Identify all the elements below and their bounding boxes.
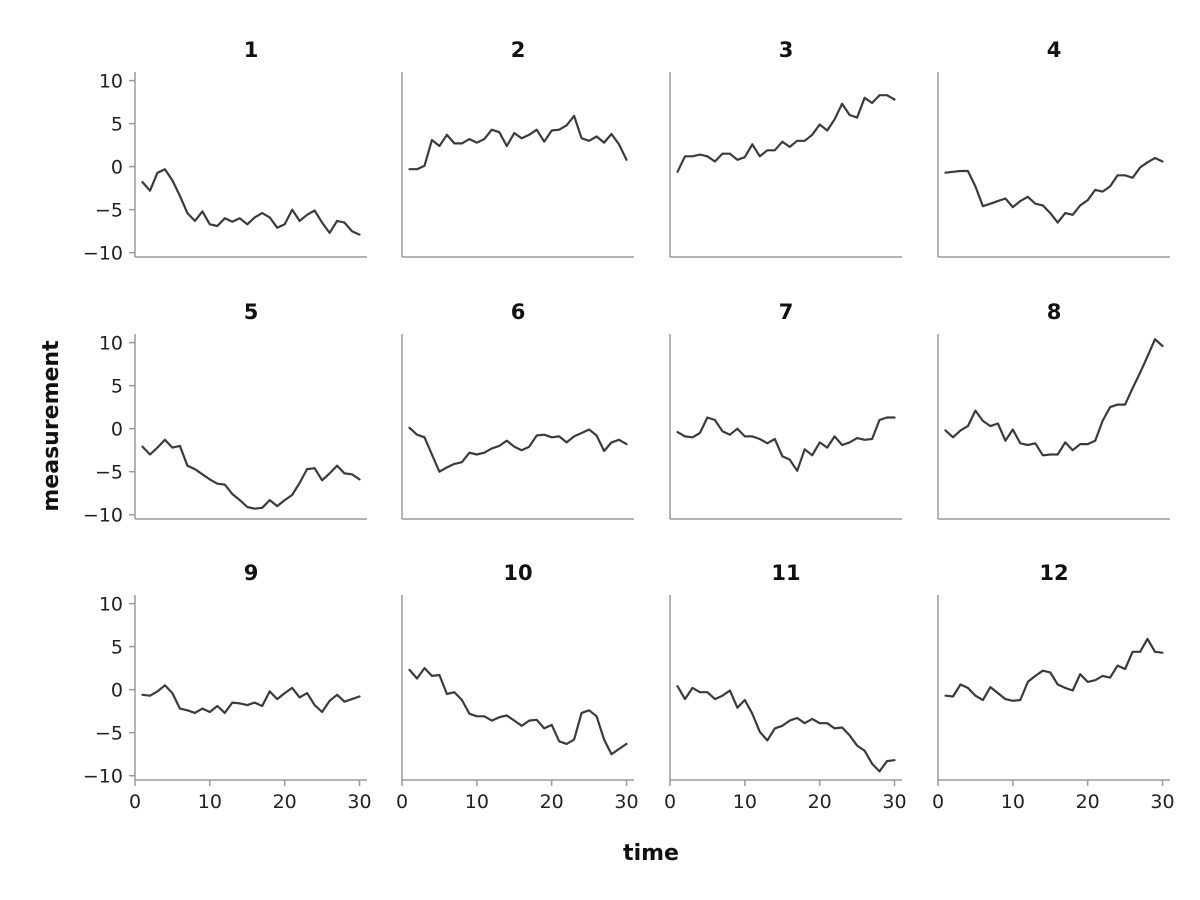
panel-title: 1 xyxy=(244,38,259,62)
series-line xyxy=(676,685,896,773)
y-tick-label: 5 xyxy=(111,376,123,398)
panel-title: 10 xyxy=(503,561,532,585)
x-tick-label: 20 xyxy=(273,791,297,813)
series-line xyxy=(141,438,361,510)
x-tick-label: 10 xyxy=(733,791,757,813)
x-tick-label: 0 xyxy=(129,791,141,813)
facet-panel-2: 2 xyxy=(401,38,634,258)
series-line xyxy=(141,684,361,715)
panel-title: 2 xyxy=(511,38,526,62)
facet-panel-1: 1 −10 −5 0 5 10 xyxy=(83,38,367,265)
series-line xyxy=(676,416,896,472)
series-line xyxy=(944,338,1164,457)
series-line xyxy=(408,114,628,171)
panel-title: 9 xyxy=(244,561,259,585)
x-tick-label: 20 xyxy=(808,791,832,813)
y-tick-label: 0 xyxy=(111,157,123,179)
facet-panel-9: 9 −10 −5 0 5 10 0 10 20 30 xyxy=(83,561,372,813)
y-tick-label: −10 xyxy=(83,766,123,788)
y-tick-label: −5 xyxy=(95,200,123,222)
panel-title: 5 xyxy=(244,300,259,324)
facet-panel-8: 8 xyxy=(937,300,1170,520)
y-tick-label: 10 xyxy=(99,71,123,93)
x-tick-label: 10 xyxy=(465,791,489,813)
panel-title: 6 xyxy=(511,300,526,324)
facet-panel-7: 7 xyxy=(669,300,902,520)
facet-panel-5: 5 −10 −5 0 5 10 xyxy=(83,300,367,527)
y-tick-label: 5 xyxy=(111,637,123,659)
y-tick-label: 10 xyxy=(99,594,123,616)
panel-title: 4 xyxy=(1047,38,1062,62)
panel-title: 3 xyxy=(779,38,794,62)
series-line xyxy=(676,94,896,173)
series-line xyxy=(408,426,628,473)
series-line xyxy=(408,666,628,756)
x-tick-label: 30 xyxy=(347,791,371,813)
x-tick-label: 30 xyxy=(614,791,638,813)
panel-title: 12 xyxy=(1039,561,1068,585)
x-tick-label: 30 xyxy=(1150,791,1174,813)
y-axis-title: measurement xyxy=(39,340,64,512)
facet-panel-10: 10 0 10 20 30 xyxy=(396,561,639,813)
x-tick-label: 10 xyxy=(1001,791,1025,813)
facet-panel-3: 3 xyxy=(669,38,902,258)
x-tick-label: 0 xyxy=(932,791,944,813)
y-tick-label: 0 xyxy=(111,419,123,441)
y-tick-label: 0 xyxy=(111,680,123,702)
series-line xyxy=(141,168,361,236)
facet-panels: 1 −10 −5 0 5 10 2 3 4 5 −10 −5 0 5 10 6 7 8 9 −10 −5 0 5 10 0 10 2… xyxy=(83,38,1175,813)
x-tick-label: 0 xyxy=(396,791,408,813)
y-tick-label: 10 xyxy=(99,333,123,355)
facet-panel-6: 6 xyxy=(401,300,634,520)
x-axis-title: time xyxy=(623,841,679,866)
x-tick-label: 20 xyxy=(1076,791,1100,813)
x-tick-label: 30 xyxy=(882,791,906,813)
y-tick-label: −10 xyxy=(83,243,123,265)
panel-title: 8 xyxy=(1047,300,1062,324)
x-tick-label: 10 xyxy=(198,791,222,813)
y-tick-label: −10 xyxy=(83,505,123,527)
facet-panel-4: 4 xyxy=(937,38,1170,258)
panel-title: 7 xyxy=(779,300,794,324)
y-tick-label: −5 xyxy=(95,462,123,484)
panel-title: 11 xyxy=(771,561,800,585)
y-tick-label: 5 xyxy=(111,114,123,136)
y-tick-label: −5 xyxy=(95,723,123,745)
x-tick-label: 20 xyxy=(540,791,564,813)
series-line xyxy=(944,156,1164,224)
facet-panel-12: 12 0 10 20 30 xyxy=(932,561,1175,813)
facet-panel-11: 11 0 10 20 30 xyxy=(664,561,907,813)
x-tick-label: 0 xyxy=(664,791,676,813)
series-line xyxy=(944,637,1164,702)
